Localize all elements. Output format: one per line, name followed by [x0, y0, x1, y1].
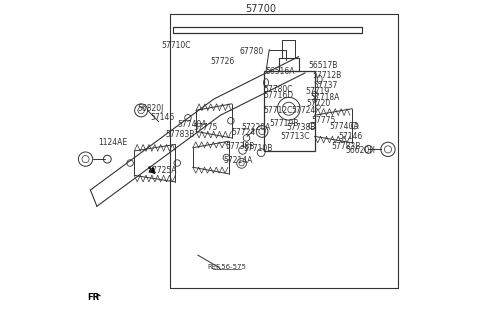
- Text: 57719B: 57719B: [269, 119, 299, 128]
- Text: 57220A: 57220A: [241, 123, 270, 132]
- Text: 57146: 57146: [338, 132, 363, 141]
- Text: 57713C: 57713C: [280, 132, 310, 141]
- Text: 57719: 57719: [305, 87, 330, 96]
- Text: FR: FR: [87, 294, 99, 302]
- Text: 57716D: 57716D: [264, 91, 293, 100]
- Text: 1124AE: 1124AE: [98, 138, 127, 147]
- Text: 57720: 57720: [306, 99, 330, 108]
- Text: 57740A: 57740A: [329, 122, 359, 131]
- Text: 57783B: 57783B: [165, 130, 194, 139]
- Text: 57712B: 57712B: [312, 71, 342, 80]
- Text: 57718A: 57718A: [311, 93, 340, 102]
- Text: 57700: 57700: [246, 4, 276, 13]
- Text: 57710C: 57710C: [162, 41, 192, 50]
- Text: 57775: 57775: [312, 115, 336, 125]
- Text: 67780: 67780: [239, 47, 264, 56]
- Text: 56516A: 56516A: [265, 67, 294, 76]
- Text: REF.56-575: REF.56-575: [207, 264, 246, 270]
- Text: 57775: 57775: [193, 123, 218, 132]
- Text: 57737: 57737: [313, 81, 337, 90]
- Text: 57712C: 57712C: [264, 106, 293, 115]
- Text: 56820J: 56820J: [137, 104, 164, 113]
- Text: 56620H: 56620H: [345, 147, 375, 155]
- Text: 57726: 57726: [210, 57, 234, 66]
- Text: 57783B: 57783B: [331, 142, 360, 151]
- Text: 57740A: 57740A: [177, 120, 207, 130]
- Text: 57724: 57724: [231, 128, 255, 137]
- Text: 57738B: 57738B: [225, 142, 255, 151]
- Text: 57146: 57146: [150, 113, 175, 122]
- Text: 57738B: 57738B: [287, 123, 316, 132]
- Text: 57780C: 57780C: [264, 85, 293, 94]
- Text: 57214A: 57214A: [224, 156, 253, 165]
- Text: 57725A: 57725A: [147, 166, 177, 175]
- Text: 57724: 57724: [291, 106, 315, 115]
- Text: 57710B: 57710B: [243, 144, 273, 153]
- Text: 56517B: 56517B: [309, 61, 338, 70]
